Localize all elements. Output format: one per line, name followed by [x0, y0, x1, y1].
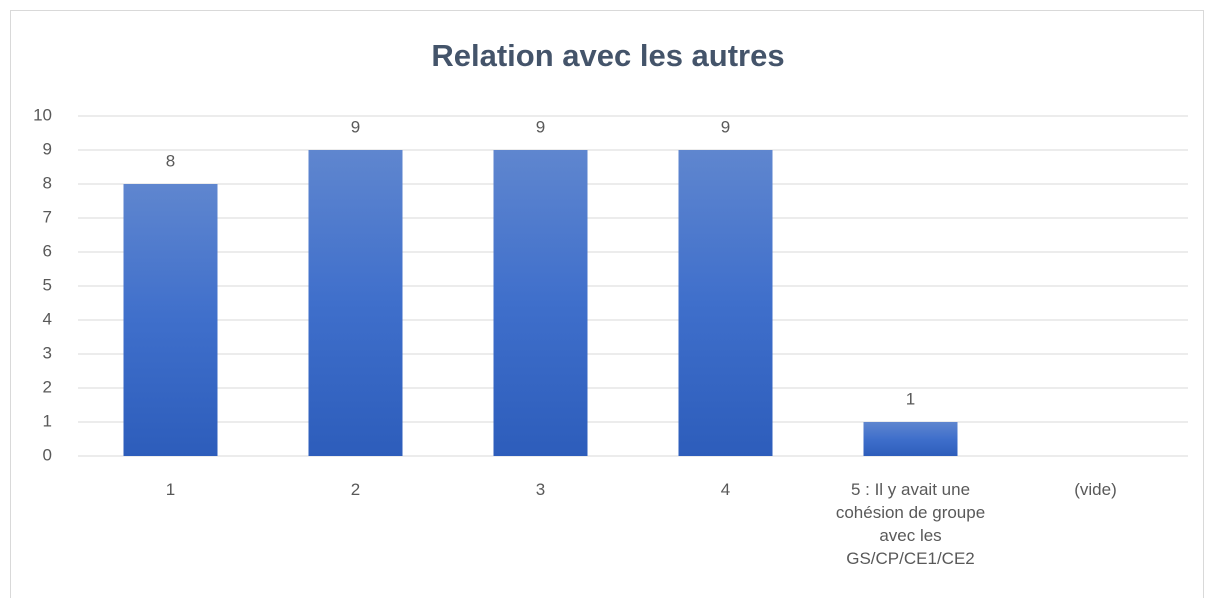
data-label: 9: [351, 117, 360, 136]
y-tick-label: 6: [43, 241, 52, 260]
bar: [123, 184, 218, 456]
x-tick-label: (vide): [1074, 480, 1117, 499]
x-tick-label: 4: [720, 480, 731, 499]
bar: [308, 150, 403, 456]
data-label: 8: [166, 151, 175, 170]
x-tick-label: 3: [535, 480, 546, 499]
y-tick-label: 1: [43, 411, 52, 430]
chart-frame: [10, 10, 1204, 598]
bar: [863, 422, 958, 456]
x-tick-label: 5 : Il y avait une cohésion de groupe av…: [835, 480, 986, 568]
y-tick-label: 4: [43, 309, 52, 328]
bar: [493, 150, 588, 456]
bar: [678, 150, 773, 456]
y-tick-label: 10: [33, 105, 52, 124]
data-label: 9: [721, 117, 730, 136]
y-tick-label: 9: [43, 139, 52, 158]
y-tick-label: 0: [43, 445, 52, 464]
y-tick-label: 2: [43, 377, 52, 396]
data-label: 1: [906, 389, 915, 408]
y-tick-label: 8: [43, 173, 52, 192]
y-tick-label: 5: [43, 275, 52, 294]
y-tick-label: 7: [43, 207, 52, 226]
x-tick-label: 1: [165, 480, 176, 499]
x-tick-label: 2: [350, 480, 361, 499]
chart-title: Relation avec les autres: [431, 38, 784, 73]
y-tick-label: 3: [43, 343, 52, 362]
data-label: 9: [536, 117, 545, 136]
